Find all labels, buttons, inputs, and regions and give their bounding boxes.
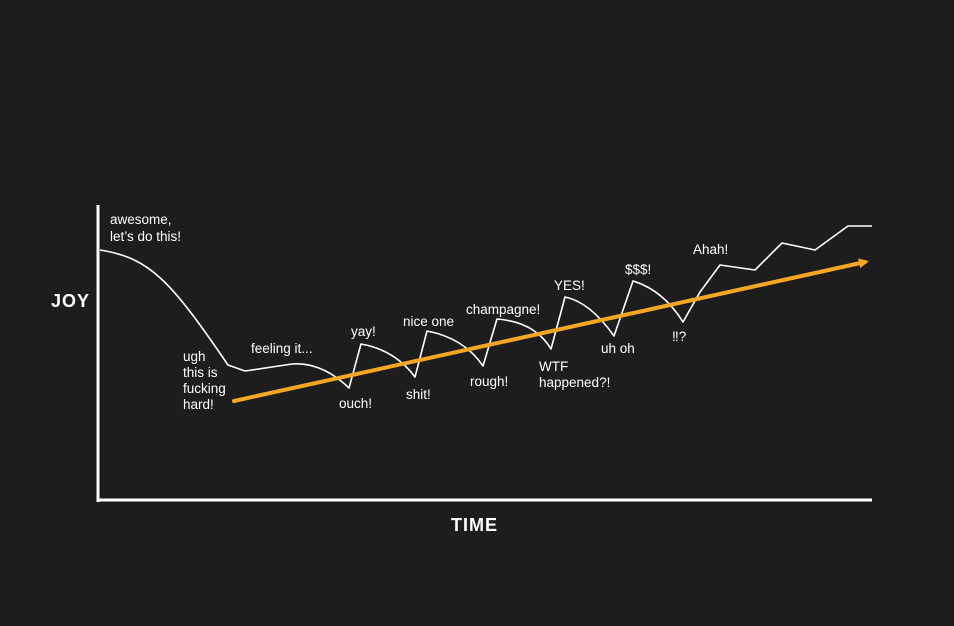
annotation-ugh: ugh this is fucking hard! — [183, 349, 230, 412]
annotation-champagne: champagne! — [466, 302, 540, 317]
annotation-ahah: Ahah! — [693, 242, 728, 257]
annotation-question: ‼? — [672, 329, 686, 344]
x-axis-label: TIME — [451, 515, 498, 535]
annotation-yes: YES! — [554, 278, 585, 293]
annotation-shit: shit! — [406, 387, 431, 402]
annotation-uh-oh: uh oh — [601, 341, 635, 356]
annotation-feeling-it: feeling it... — [251, 341, 313, 356]
annotation-wtf: WTF happened?! — [539, 359, 610, 390]
annotation-nice-one: nice one — [403, 314, 454, 329]
annotation-rough: rough! — [470, 374, 508, 389]
annotation-dollars: $$$! — [625, 262, 651, 277]
trend-arrow — [232, 258, 869, 403]
annotation-awesome: awesome, let’s do this! — [110, 212, 181, 244]
annotation-yay: yay! — [351, 324, 376, 339]
joy-curve — [99, 225, 872, 389]
annotation-ouch: ouch! — [339, 396, 372, 411]
y-axis-label: JOY — [51, 291, 90, 311]
